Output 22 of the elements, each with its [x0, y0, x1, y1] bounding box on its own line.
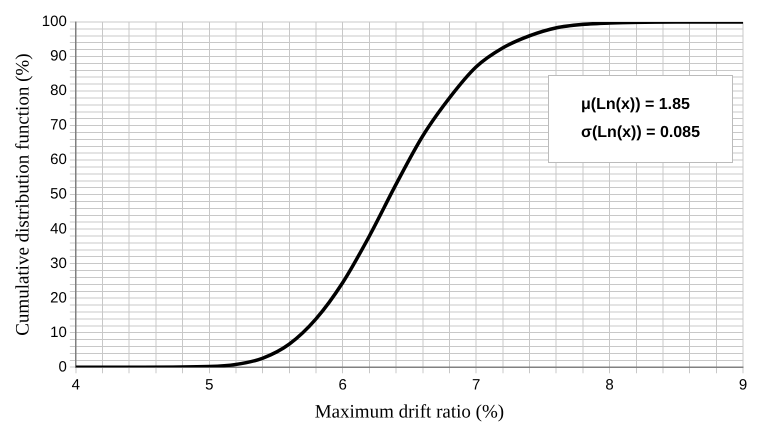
x-tick-label: 5 [205, 376, 214, 394]
x-tick-label: 9 [738, 376, 748, 394]
x-tick-label: 8 [605, 376, 614, 394]
y-tick-label: 40 [50, 220, 67, 238]
annotation: σ(Ln(x)) = 0.085 [581, 123, 701, 143]
note-box: μ(Ln(x)) = 1.85 σ(Ln(x)) = 0.085 [548, 75, 733, 163]
x-tick-label: 4 [72, 376, 80, 394]
y-tick-label: 100 [42, 13, 67, 30]
x-tick-label: 7 [472, 376, 480, 394]
y-tick-label: 80 [50, 82, 67, 100]
y-tick-label: 30 [50, 254, 67, 272]
y-tick-label: 20 [50, 289, 67, 306]
y-axis-title: Cumulative distribution function (%) [12, 53, 34, 336]
y-tick-label: 70 [50, 116, 67, 134]
y-tick-label: 0 [58, 358, 67, 376]
annotation: μ(Ln(x)) = 1.85 [581, 95, 691, 115]
x-tick-label: 6 [338, 376, 347, 394]
y-tick-label: 50 [50, 186, 67, 203]
y-tick-label: 10 [50, 324, 67, 341]
y-tick-label: 60 [50, 151, 67, 168]
x-axis-title: Maximum drift ratio (%) [314, 402, 504, 423]
y-tick-label: 90 [50, 48, 67, 65]
